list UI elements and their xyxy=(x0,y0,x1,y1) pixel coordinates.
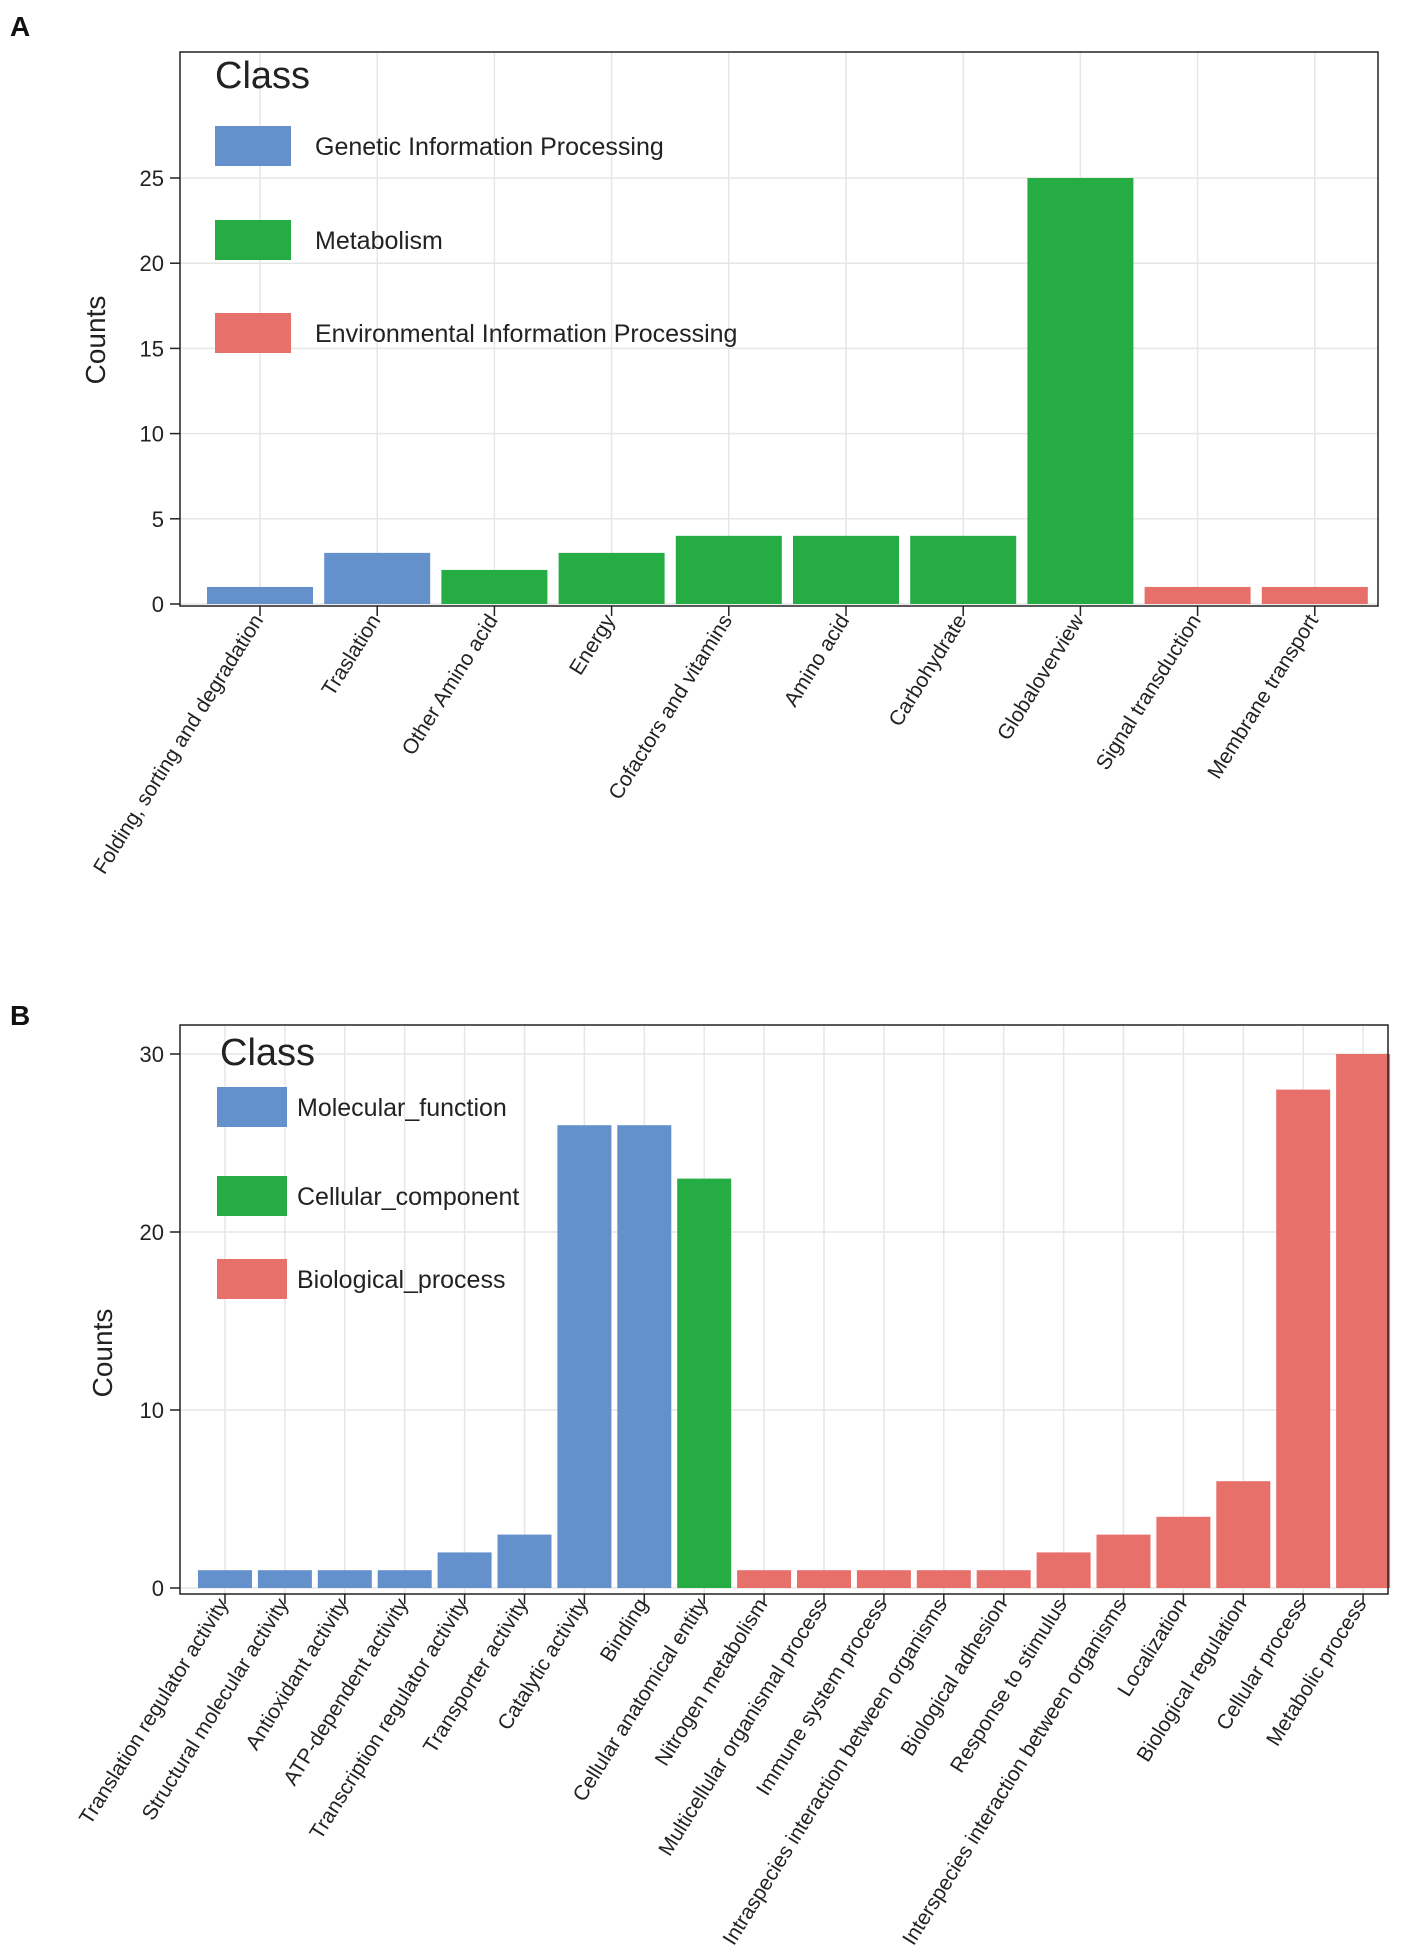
x-tick-label: Carbohydrate xyxy=(885,610,972,730)
x-tick-label: Binding xyxy=(596,1594,653,1666)
legend-swatch xyxy=(217,1176,287,1216)
bar-b-18 xyxy=(1216,1481,1271,1588)
bar-b-7 xyxy=(557,1125,612,1588)
bar-b-12 xyxy=(856,1570,911,1588)
bar-b-1 xyxy=(198,1570,252,1588)
bar-b-3 xyxy=(317,1570,372,1588)
bar-b-17 xyxy=(1156,1516,1211,1588)
legend-swatch xyxy=(215,126,291,166)
bar-b-16 xyxy=(1096,1534,1151,1588)
x-tick-label: Signal transduction xyxy=(1092,610,1206,774)
y-tick-label: 0 xyxy=(152,1576,164,1601)
bar-b-8 xyxy=(617,1125,672,1588)
x-tick-label: Amino acid xyxy=(780,610,855,710)
y-tick-label: 15 xyxy=(140,336,164,361)
bar-a-9 xyxy=(1144,586,1251,604)
bar-b-11 xyxy=(797,1570,851,1588)
bar-a-6 xyxy=(793,535,899,604)
legend-label: Environmental Information Processing xyxy=(315,320,737,348)
bar-b-6 xyxy=(497,1534,552,1588)
bar-b-2 xyxy=(257,1570,312,1588)
bar-b-14 xyxy=(976,1570,1031,1588)
bar-a-2 xyxy=(324,552,431,604)
legend-swatch xyxy=(217,1087,287,1127)
legend-swatch xyxy=(215,313,291,353)
y-tick-label: 20 xyxy=(140,251,164,276)
y-tick-label: 20 xyxy=(140,1220,164,1245)
y-tick-label: 0 xyxy=(152,592,164,617)
y-tick-label: 10 xyxy=(140,422,164,447)
y-tick-label: 25 xyxy=(140,166,164,191)
legend-label: Molecular_function xyxy=(297,1094,507,1122)
y-axis-label: Counts xyxy=(80,296,111,385)
bar-a-1 xyxy=(207,586,313,604)
x-tick-label: Energy xyxy=(565,610,620,679)
plot-frame xyxy=(179,1024,1389,1595)
bar-a-4 xyxy=(558,552,665,604)
x-tick-label: Response to stimulus xyxy=(946,1594,1072,1776)
bar-b-20 xyxy=(1336,1054,1391,1588)
y-tick-label: 10 xyxy=(140,1398,164,1423)
chart-panel-a: 0 5 10 15 20 25 Folding, sorting and degradati… xyxy=(80,51,1379,878)
bar-b-4 xyxy=(377,1570,432,1588)
plot-frame xyxy=(179,51,1379,607)
x-tick-label: Other Amino acid xyxy=(398,610,503,759)
bar-a-7 xyxy=(910,535,1017,604)
legend-title: Class xyxy=(220,1032,315,1074)
bar-a-10 xyxy=(1261,586,1368,604)
legend-label: Cellular_component xyxy=(297,1183,519,1211)
x-tick-label: Biological regulation xyxy=(1132,1594,1251,1766)
x-tick-label: Transporter activity xyxy=(419,1594,533,1757)
bar-b-9 xyxy=(677,1178,732,1588)
y-tick-label: 5 xyxy=(152,507,164,532)
y-tick-label: 30 xyxy=(140,1042,164,1067)
bar-b-10 xyxy=(737,1570,792,1588)
x-tick-label: Folding, sorting and degradation xyxy=(89,610,268,878)
legend-label: Biological_process xyxy=(297,1266,505,1294)
legend-swatch xyxy=(217,1259,287,1299)
panel-letter-b: B xyxy=(10,1000,30,1031)
bar-a-8 xyxy=(1027,178,1134,604)
bar-a-5 xyxy=(675,535,782,604)
x-tick-label: Traslation xyxy=(317,610,385,700)
bar-b-15 xyxy=(1036,1552,1091,1588)
bar-a-3 xyxy=(441,569,548,604)
x-tick-label: Interspecies interaction between organis… xyxy=(898,1594,1132,1949)
y-axis-label: Counts xyxy=(87,1309,118,1398)
legend-swatch xyxy=(215,220,291,260)
bar-b-13 xyxy=(916,1570,971,1588)
x-tick-label: Membrane transport xyxy=(1203,610,1323,783)
bar-b-19 xyxy=(1276,1089,1331,1588)
x-tick-label: Biological adhesion xyxy=(897,1594,1012,1760)
x-tick-label: Cofactors and vitamins xyxy=(604,610,737,803)
panel-letter-a: A xyxy=(10,11,30,42)
legend-label: Metabolism xyxy=(315,227,443,255)
bar-b-5 xyxy=(437,1552,492,1588)
legend-label: Genetic Information Processing xyxy=(315,133,664,161)
legend-title: Class xyxy=(215,55,310,97)
x-tick-label: Nitrogen metabolism xyxy=(651,1594,773,1770)
x-tick-label: Globaloverview xyxy=(993,610,1089,745)
x-tick-label: Intraspecies interaction between organis… xyxy=(719,1594,953,1949)
